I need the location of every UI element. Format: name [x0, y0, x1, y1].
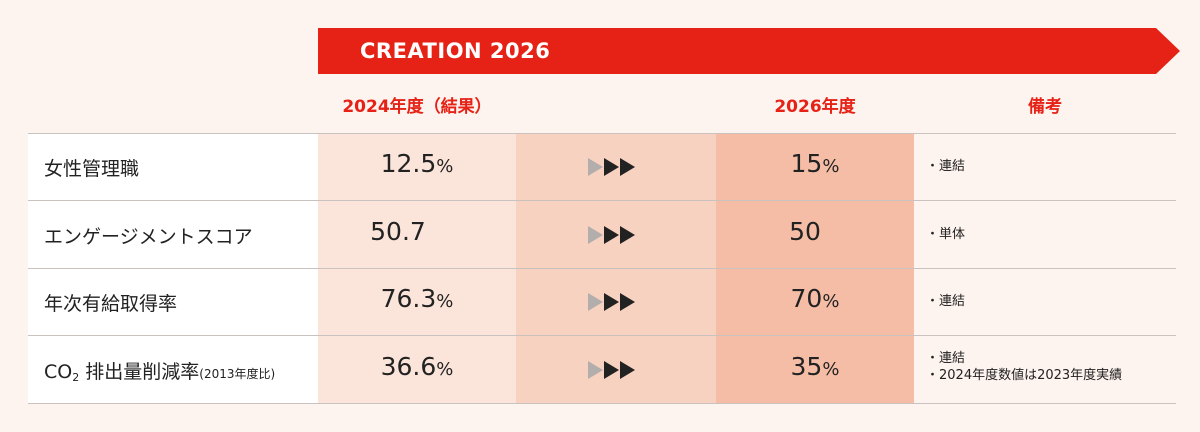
- remark: ・単体: [926, 227, 966, 242]
- remark: ・連結: [926, 159, 966, 174]
- column-header-2024: 2024年度（結果）: [342, 97, 492, 117]
- value-2026: 50: [789, 217, 821, 246]
- banner-title: CREATION 2026: [360, 39, 551, 63]
- table-rule: [28, 200, 1176, 201]
- column-header-remarks: 備考: [1028, 97, 1062, 117]
- value-2026: 15%: [790, 149, 840, 178]
- row-label: CO2 排出量削減率(2013年度比): [44, 361, 276, 384]
- table-rule: [28, 268, 1176, 269]
- row-label: エンゲージメントスコア: [44, 226, 253, 248]
- table-rule: [28, 403, 1176, 404]
- value-2026: 70%: [790, 284, 840, 313]
- value-2024: 36.6%: [380, 352, 454, 381]
- row-label: 年次有給取得率: [44, 293, 178, 315]
- arrow-icon: [588, 361, 635, 379]
- remark: ・連結: [926, 351, 966, 366]
- arrow-icon: [588, 293, 635, 311]
- remark: ・連結: [926, 294, 966, 309]
- value-2024: 12.5%: [380, 149, 454, 178]
- table-rule: [28, 133, 1176, 134]
- column-header-2026: 2026年度: [774, 97, 856, 117]
- value-2024: 76.3%: [380, 284, 454, 313]
- table-rule: [28, 335, 1176, 336]
- remark: ・2024年度数値は2023年度実績: [926, 368, 1123, 383]
- arrow-icon: [588, 226, 635, 244]
- arrow-icon: [588, 158, 635, 176]
- row-label: 女性管理職: [44, 158, 140, 180]
- header-banner: [318, 28, 1156, 74]
- banner-arrow-tip: [1156, 28, 1180, 74]
- value-2024: 50.7: [370, 217, 426, 246]
- value-2026: 35%: [790, 352, 840, 381]
